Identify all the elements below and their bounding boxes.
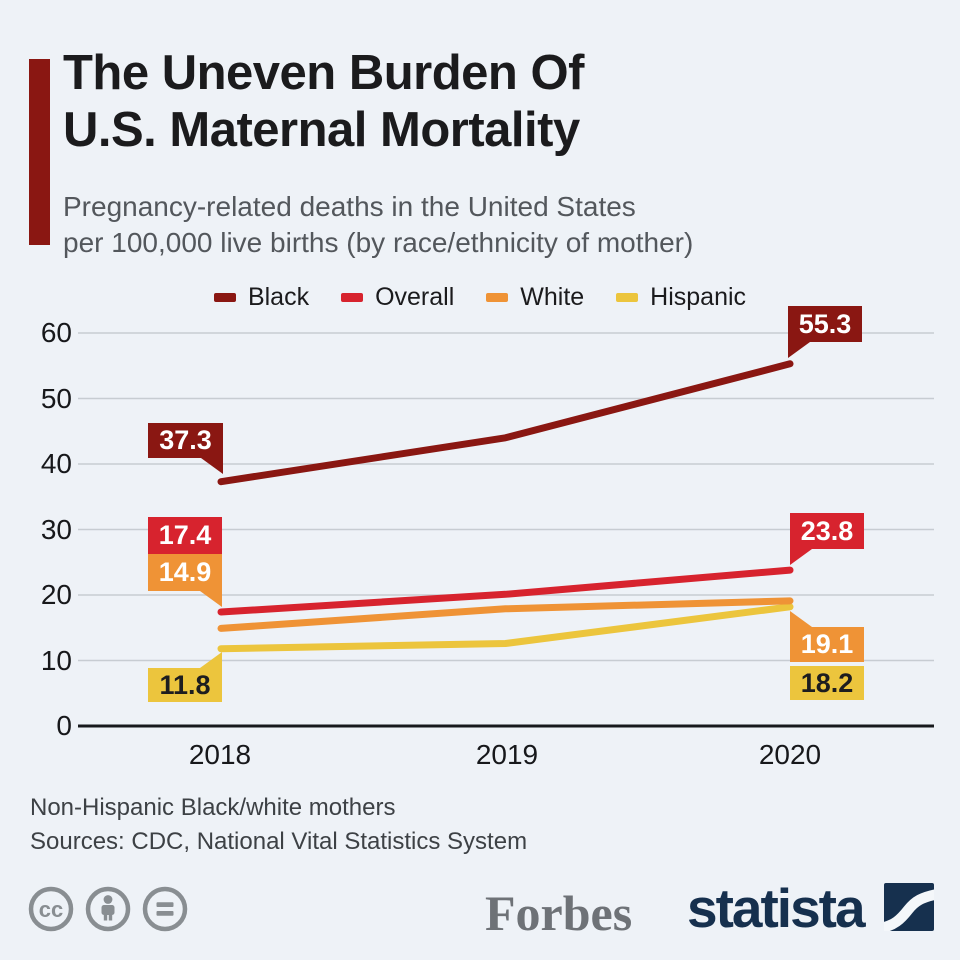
line-black (217, 360, 794, 486)
data-label-hispanic-2020: 18.2 (790, 666, 864, 700)
line-hispanic (217, 603, 794, 653)
y-tick-60: 60 (40, 317, 72, 348)
subtitle-line-2: per 100,000 live births (by race/ethnici… (63, 227, 694, 258)
y-tick-0: 0 (56, 710, 72, 741)
legend-label-overall: Overall (375, 282, 455, 311)
y-tick-10: 10 (40, 645, 72, 676)
statista-logo-wordmark: statista (687, 877, 866, 939)
data-label-value: 37.3 (159, 425, 212, 455)
legend-item-overall: Overall (341, 283, 454, 312)
data-label-pointer (200, 591, 222, 607)
data-label-pointer (788, 342, 810, 358)
x-tick-2018: 2018 (188, 739, 252, 770)
line-white (217, 597, 794, 632)
x-tick-2020: 2020 (758, 739, 822, 770)
forbes-logo: Forbes (485, 885, 633, 941)
legend-label-white: White (520, 282, 585, 311)
license-icons: cc (28, 886, 188, 932)
page-subtitle: Pregnancy-related deaths in the United S… (63, 189, 693, 261)
data-label-pointer (201, 458, 223, 474)
data-label-hispanic-2018: 11.8 (148, 652, 222, 702)
line-overall (217, 566, 794, 616)
svg-text:cc: cc (39, 897, 63, 922)
data-label-value: 17.4 (158, 520, 212, 550)
data-label-white-2020: 19.1 (790, 611, 864, 662)
x-tick-2019: 2019 (475, 739, 539, 770)
data-label-value: 18.2 (800, 668, 854, 698)
data-label-black-2020: 55.3 (788, 306, 862, 358)
title-line-1: The Uneven Burden Of (63, 46, 584, 100)
data-label-pointer (200, 652, 222, 668)
chart-legend: Black Overall White Hispanic (0, 281, 960, 313)
y-tick-50: 50 (40, 383, 72, 414)
data-label-value: 19.1 (800, 629, 854, 659)
data-label-pointer (790, 549, 812, 565)
legend-item-white: White (486, 283, 584, 312)
data-label-overall-2018: 17.4 (148, 517, 222, 554)
no-derivatives-icon (142, 886, 188, 932)
data-label-overall-2020: 23.8 (790, 513, 864, 565)
data-label-pointer (790, 611, 812, 627)
legend-swatch-hispanic (616, 292, 639, 302)
data-label-value: 55.3 (798, 309, 852, 339)
legend-swatch-white (486, 292, 509, 302)
legend-swatch-black (213, 292, 236, 302)
footnotes: Non-Hispanic Black/white mothers Sources… (30, 791, 527, 859)
title-accent-bar (29, 59, 50, 245)
cc-icon: cc (28, 886, 74, 932)
page-title: The Uneven Burden Of U.S. Maternal Morta… (63, 45, 584, 159)
legend-swatch-overall (341, 292, 364, 302)
y-tick-40: 40 (40, 448, 72, 479)
data-label-black-2018: 37.3 (148, 423, 223, 474)
attribution-icon (85, 886, 131, 932)
legend-item-black: Black (213, 282, 310, 312)
legend-label-hispanic: Hispanic (650, 282, 747, 311)
footnote-line-1: Non-Hispanic Black/white mothers (30, 794, 396, 821)
statista-logo-icon (884, 883, 934, 931)
y-tick-30: 30 (40, 514, 72, 545)
data-label-white-2018: 14.9 (148, 554, 222, 607)
footnote-line-2: Sources: CDC, National Vital Statistics … (30, 828, 528, 855)
data-label-value: 11.8 (159, 670, 211, 700)
data-label-value: 23.8 (800, 516, 854, 546)
legend-item-hispanic: Hispanic (616, 283, 746, 312)
subtitle-line-1: Pregnancy-related deaths in the United S… (63, 191, 636, 222)
legend-label-black: Black (247, 282, 310, 311)
title-line-2: U.S. Maternal Mortality (63, 103, 580, 157)
data-label-value: 14.9 (158, 557, 212, 587)
y-tick-20: 20 (40, 579, 72, 610)
